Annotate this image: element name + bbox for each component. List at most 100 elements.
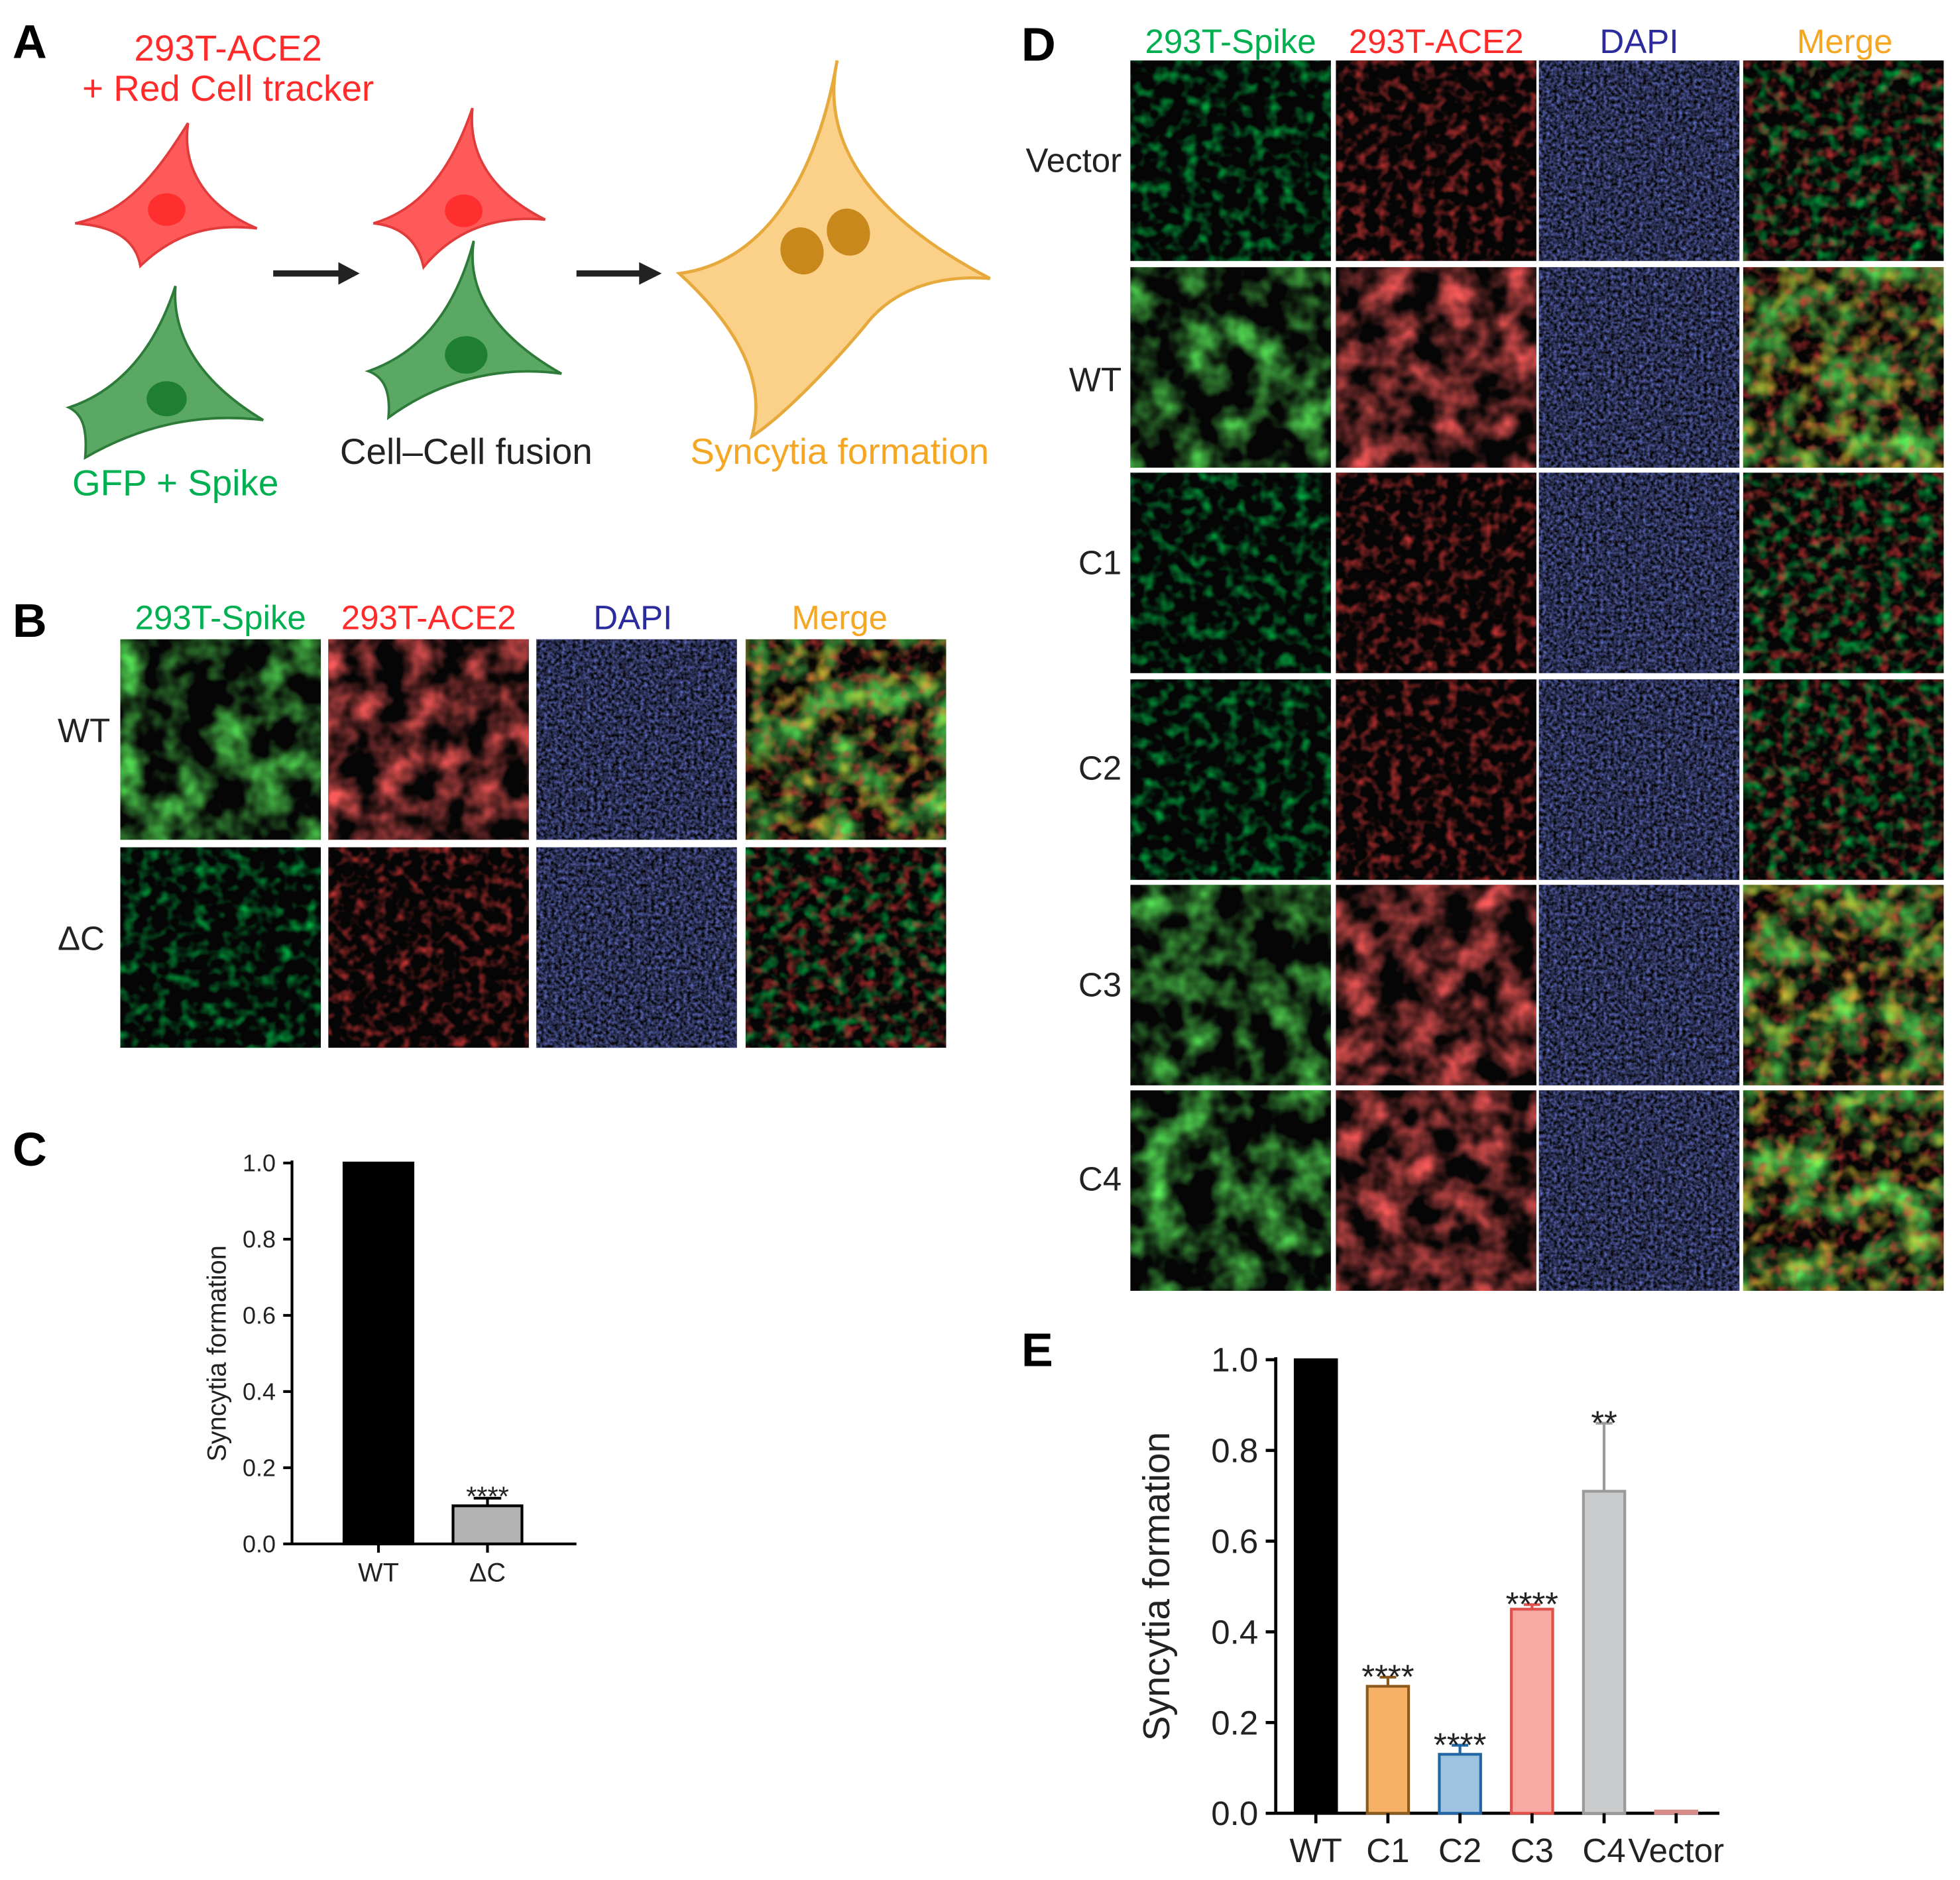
micrograph-C2-DAPI: [1538, 679, 1740, 880]
micrograph-C4-293T-ACE2: [1336, 1090, 1536, 1291]
y-tick-label: 0.0: [243, 1530, 276, 1557]
row-label: Vector: [1025, 142, 1122, 180]
green-cell-icon: [66, 285, 264, 461]
spike-label: GFP + Spike: [72, 462, 278, 503]
row-label: ΔC: [58, 920, 105, 958]
y-tick-label: 0.2: [243, 1454, 276, 1481]
x-tick-label: C4: [1582, 1832, 1625, 1869]
column-header: 293T-Spike: [1145, 23, 1316, 60]
x-tick-label: Vector: [1628, 1832, 1724, 1869]
panel-e: E 0.0 0.2 0.4 0.6 0.8 1.0 Syncytia formation WT…: [1021, 1323, 1724, 1869]
column-header: Merge: [1797, 23, 1893, 60]
panel-letter-b: B: [13, 594, 47, 647]
y-tick-label: 0.4: [243, 1378, 276, 1405]
column-header: 293T-ACE2: [341, 599, 516, 637]
bar-ΔC: [451, 1504, 524, 1545]
image-grid-b: [120, 639, 947, 1048]
bar-Vector: [1654, 1809, 1699, 1815]
syncytium-cell-icon: [675, 60, 991, 440]
y-tick-label: 0.0: [1211, 1795, 1258, 1832]
y-axis-label: Syncytia formation: [1136, 1432, 1178, 1741]
panel-d: D 293T-Spike 293T-ACE2 DAPI Merge Vector…: [1021, 18, 1944, 1291]
y-tick-label: 0.8: [243, 1226, 276, 1253]
micrograph-WT-293T-Spike: [1130, 267, 1331, 468]
micrograph-Vector-293T-Spike: [1130, 60, 1331, 261]
panel-letter-a: A: [13, 15, 47, 68]
micrograph-C1-293T-Spike: [1130, 472, 1331, 673]
micrograph-WT-DAPI: [536, 639, 737, 840]
fusing-cells-icon: [365, 107, 562, 421]
micrograph-C2-293T-ACE2: [1336, 679, 1536, 880]
row-label: C1: [1078, 543, 1122, 581]
bar-C4: [1582, 1490, 1627, 1815]
arrow-icon: [576, 262, 662, 285]
row-label: WT: [1069, 360, 1122, 398]
ace2-label-line2: + Red Cell tracker: [82, 68, 374, 109]
panel-letter-d: D: [1021, 18, 1056, 71]
red-cell-icon: [75, 122, 258, 269]
row-label: WT: [58, 712, 110, 749]
y-tick-label: 0.6: [1211, 1523, 1258, 1561]
bar-chart-c: 0.0 0.2 0.4 0.6 0.8 1.0 Syncytia formation WT **…: [202, 1150, 577, 1588]
micrograph-C4-Merge: [1743, 1090, 1944, 1291]
arrow-icon: [273, 262, 360, 285]
significance-label: ****: [1506, 1585, 1559, 1623]
x-tick-label: C3: [1511, 1832, 1554, 1869]
micrograph-ΔC-Merge: [745, 847, 947, 1048]
micrograph-C4-293T-Spike: [1130, 1090, 1331, 1291]
row-label: C3: [1078, 966, 1122, 1004]
y-tick-label: 0.6: [243, 1302, 276, 1329]
panel-c: C 0.0 0.2 0.4 0.6 0.8 1.0 Syncytia formation WT…: [13, 1123, 577, 1588]
micrograph-C3-DAPI: [1538, 885, 1740, 1085]
micrograph-WT-293T-ACE2: [328, 639, 529, 840]
x-tick-label: C2: [1438, 1832, 1481, 1869]
image-grid-d: [1130, 60, 1944, 1291]
micrograph-WT-Merge: [745, 639, 947, 840]
x-tick-label: ΔC: [469, 1559, 506, 1588]
micrograph-C3-293T-Spike: [1130, 885, 1331, 1085]
row-label: C2: [1078, 749, 1122, 787]
column-header: Merge: [791, 599, 888, 637]
micrograph-Vector-293T-ACE2: [1336, 60, 1536, 261]
bar-WT: [1293, 1358, 1338, 1815]
micrograph-WT-Merge: [1743, 267, 1944, 468]
y-tick-label: 1.0: [243, 1150, 276, 1177]
y-tick-label: 0.2: [1211, 1704, 1258, 1742]
micrograph-C3-Merge: [1743, 885, 1944, 1085]
micrograph-Vector-Merge: [1743, 60, 1944, 261]
micrograph-WT-293T-ACE2: [1336, 267, 1536, 468]
micrograph-C3-293T-ACE2: [1336, 885, 1536, 1085]
significance-label: ****: [1434, 1726, 1487, 1763]
bar-chart-e: 0.0 0.2 0.4 0.6 0.8 1.0 Syncytia formation WT **…: [1136, 1341, 1724, 1869]
x-tick-label: WT: [1290, 1832, 1342, 1869]
bar-WT: [342, 1161, 415, 1545]
significance-label: ****: [1361, 1658, 1414, 1696]
significance-label: ****: [466, 1480, 509, 1512]
panel-letter-c: C: [13, 1123, 47, 1176]
y-tick-label: 1.0: [1211, 1341, 1258, 1379]
micrograph-ΔC-293T-Spike: [120, 847, 321, 1048]
micrograph-C2-293T-Spike: [1130, 679, 1331, 880]
y-tick-label: 0.4: [1211, 1613, 1258, 1651]
column-header: 293T-Spike: [135, 599, 306, 637]
micrograph-WT-DAPI: [1538, 267, 1740, 468]
column-header: DAPI: [593, 599, 672, 637]
column-header: 293T-ACE2: [1349, 23, 1524, 60]
micrograph-ΔC-293T-ACE2: [328, 847, 529, 1048]
micrograph-C1-DAPI: [1538, 472, 1740, 673]
micrograph-Vector-DAPI: [1538, 60, 1740, 261]
panel-letter-e: E: [1021, 1323, 1053, 1376]
bar-C2: [1438, 1753, 1482, 1815]
syncytia-label: Syncytia formation: [690, 431, 989, 472]
micrograph-WT-293T-Spike: [120, 639, 321, 840]
fusion-label: Cell–Cell fusion: [340, 431, 593, 472]
micrograph-C1-293T-ACE2: [1336, 472, 1536, 673]
ace2-label-line1: 293T-ACE2: [134, 27, 321, 68]
x-tick-label: C1: [1366, 1832, 1409, 1869]
row-label: C4: [1078, 1160, 1122, 1198]
y-tick-label: 0.8: [1211, 1432, 1258, 1470]
panel-b: B 293T-Spike 293T-ACE2 DAPI Merge WT ΔC: [13, 594, 947, 1048]
column-header: DAPI: [1599, 23, 1678, 60]
significance-label: **: [1591, 1404, 1617, 1441]
